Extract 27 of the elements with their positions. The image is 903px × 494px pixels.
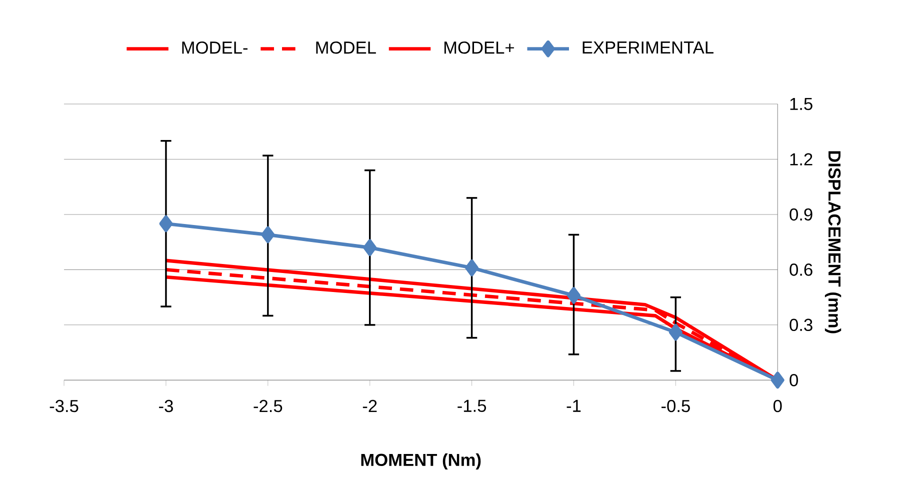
point <box>770 372 784 389</box>
y-tick-label: 0 <box>790 374 798 387</box>
x-tick-label: -3.5 <box>50 400 78 412</box>
legend-label: EXPERIMENTAL <box>582 42 714 54</box>
y-tick-label: 0.3 <box>790 319 812 332</box>
x-axis-title: MOMENT (Nm) <box>361 454 481 470</box>
x-tick-label: 0 <box>773 400 782 412</box>
y-tick-label: 0.9 <box>790 208 812 221</box>
x-tick-label: -1 <box>566 400 581 412</box>
legend-label: MODEL <box>316 42 376 54</box>
y-tick-label: 0.6 <box>790 264 812 276</box>
legend-label: MODEL- <box>182 42 248 54</box>
y-axis-title: DISPLACEMENT (mm) <box>824 151 842 334</box>
point <box>567 287 580 304</box>
x-tick-label: -3 <box>159 400 173 412</box>
y-tick-label: 1.5 <box>790 98 812 110</box>
legend-label: MODEL+ <box>444 42 514 54</box>
point <box>465 260 479 276</box>
point <box>159 216 173 232</box>
x-tick-label: -2.5 <box>254 400 282 412</box>
x-tick-label: -2 <box>362 400 377 412</box>
x-tick-label: -1.5 <box>458 400 486 412</box>
point <box>363 239 377 256</box>
point <box>668 324 682 341</box>
y-tick-label: 1.2 <box>790 153 812 166</box>
point <box>261 226 275 244</box>
x-tick-label: -0.5 <box>662 400 690 412</box>
